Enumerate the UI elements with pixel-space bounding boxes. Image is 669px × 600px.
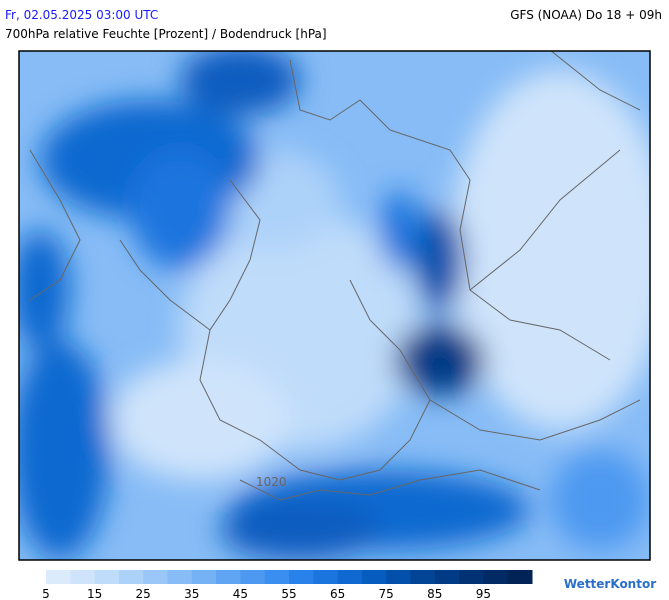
legend-tick-label: 85 xyxy=(427,587,442,600)
legend-swatch xyxy=(337,570,363,584)
legend-tick-label: 55 xyxy=(281,587,296,600)
legend-tick-label: 35 xyxy=(184,587,199,600)
legend: 5 15 25 35 45 55 65 75 85 95 xyxy=(42,570,533,600)
isobar-label: 1020 xyxy=(256,475,287,489)
legend-swatch xyxy=(361,570,387,584)
legend-swatch xyxy=(143,570,168,584)
legend-tick-label: 25 xyxy=(136,587,151,600)
legend-tick-label: 95 xyxy=(476,587,491,600)
legend-swatch xyxy=(240,570,266,584)
legend-swatch xyxy=(289,570,314,584)
map-frame xyxy=(18,50,651,561)
date: Fr, 02.05.2025 03:00 UTC xyxy=(5,8,158,22)
legend-tick-label: 65 xyxy=(330,587,345,600)
legend-swatch xyxy=(191,570,217,584)
legend-swatch xyxy=(94,570,120,584)
legend-tick-label: 45 xyxy=(233,587,248,600)
legend-swatch xyxy=(410,570,436,584)
legend-swatch xyxy=(167,570,193,584)
legend-swatch xyxy=(459,570,484,584)
legend-swatch xyxy=(216,570,241,584)
legend-tick-label: 75 xyxy=(379,587,394,600)
legend-tick-label: 5 xyxy=(42,587,50,600)
subtitle: 700hPa relative Feuchte [Prozent] / Bode… xyxy=(5,27,327,41)
legend-swatch xyxy=(264,570,290,584)
legend-swatch xyxy=(70,570,96,584)
legend-swatch xyxy=(313,570,339,584)
legend-tick-label: 15 xyxy=(87,587,102,600)
model: GFS (NOAA) Do 18 + 09h xyxy=(510,8,662,22)
legend-swatch xyxy=(507,570,533,584)
legend-swatch xyxy=(46,570,71,584)
brand: WetterKontor xyxy=(564,577,656,591)
legend-swatch xyxy=(386,570,411,584)
legend-swatch xyxy=(118,570,144,584)
legend-swatch xyxy=(483,570,509,584)
map-field: 1020 xyxy=(19,51,650,560)
legend-swatch xyxy=(434,570,460,584)
